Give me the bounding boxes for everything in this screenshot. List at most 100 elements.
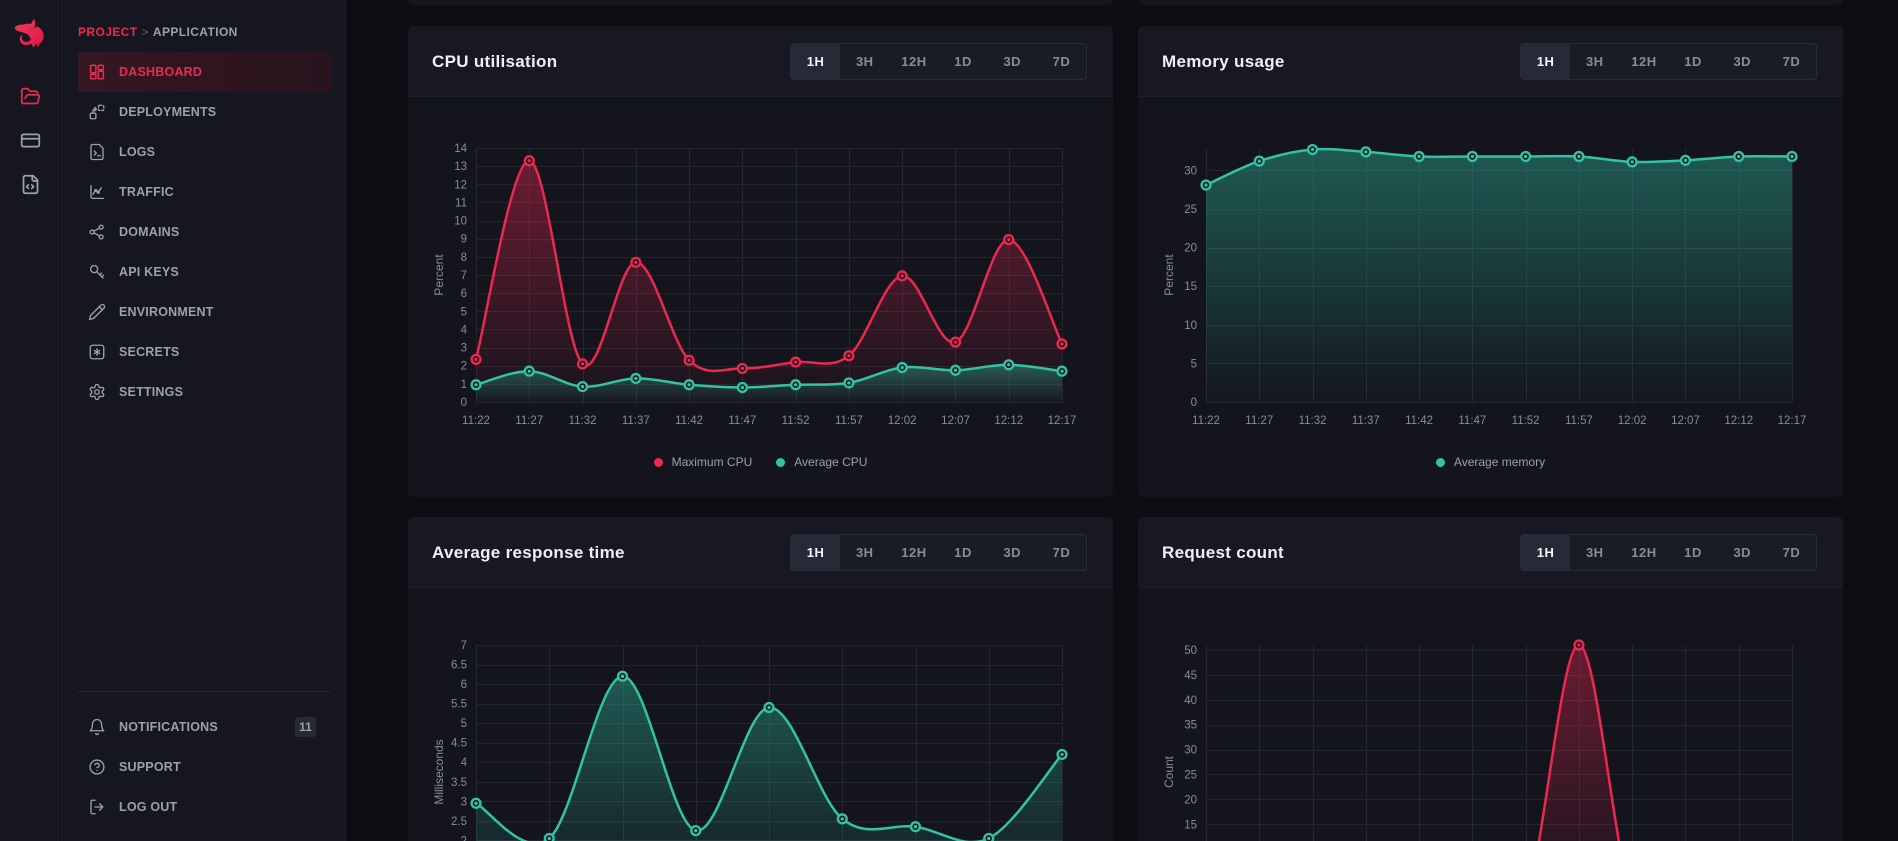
- card-icon[interactable]: [18, 128, 42, 152]
- svg-text:12:07: 12:07: [1671, 415, 1700, 427]
- timerange-toggle: 1H 3H 12H 1D 3D 7D: [1520, 534, 1817, 571]
- chart-card-2: Average response time 1H 3H 12H 1D 3D 7D 2 2.5 3 3…: [408, 517, 1113, 841]
- timerange-1h-button[interactable]: 1H: [791, 44, 841, 79]
- sidebar-item-label: DEPLOYMENTS: [119, 105, 217, 119]
- notifications-count-badge: 11: [295, 717, 316, 737]
- sidebar-item-api-keys[interactable]: API KEYS: [78, 252, 332, 292]
- chart-title: Memory usage: [1162, 51, 1285, 71]
- sidebar-item-log-out[interactable]: LOG OUT: [78, 787, 332, 827]
- svg-text:4: 4: [461, 757, 468, 769]
- timerange-3d-button[interactable]: 3D: [1003, 54, 1022, 69]
- timerange-12h-button[interactable]: 12H: [1631, 54, 1657, 69]
- sidebar-item-support[interactable]: SUPPORT: [78, 747, 332, 787]
- svg-text:12:17: 12:17: [1048, 415, 1077, 427]
- svg-text:45: 45: [1184, 670, 1197, 682]
- svg-text:12:17: 12:17: [1778, 415, 1807, 427]
- svg-text:11:27: 11:27: [515, 415, 543, 427]
- folder-icon[interactable]: [18, 84, 42, 108]
- card-header: Request count 1H 3H 12H 1D 3D 7D: [1138, 517, 1843, 588]
- sidebar-item-notifications[interactable]: NOTIFICATIONS 11: [78, 707, 332, 747]
- svg-text:2: 2: [461, 835, 467, 841]
- timerange-3h-button[interactable]: 3H: [855, 545, 874, 560]
- timerange-3d-button[interactable]: 3D: [1733, 54, 1752, 69]
- sidebar: PROJECT > APPLICATION DASHBOARD DEPLOYMENTS…: [60, 0, 346, 841]
- bell-icon: [88, 718, 106, 736]
- file-code-icon[interactable]: [18, 172, 42, 196]
- chart-title: Average response time: [432, 542, 625, 562]
- api-keys-icon: [88, 263, 106, 281]
- svg-text:11: 11: [455, 197, 467, 209]
- timerange-3d-button[interactable]: 3D: [1733, 545, 1752, 560]
- svg-text:12:12: 12:12: [1724, 415, 1753, 427]
- sidebar-item-logs[interactable]: LOGS: [78, 132, 332, 172]
- sidebar-item-traffic[interactable]: TRAFFIC: [78, 172, 332, 212]
- sidebar-item-secrets[interactable]: SECRETS: [78, 332, 332, 372]
- legend-marker: [653, 457, 663, 467]
- svg-text:11:37: 11:37: [1352, 415, 1380, 427]
- svg-text:13: 13: [454, 161, 467, 173]
- breadcrumb-application[interactable]: APPLICATION: [152, 25, 238, 39]
- sidebar-item-label: ENVIRONMENT: [119, 305, 214, 319]
- sidebar-item-label: TRAFFIC: [119, 185, 174, 199]
- sidebar-item-deployments[interactable]: DEPLOYMENTS: [78, 92, 332, 132]
- timerange-7d-button[interactable]: 7D: [1782, 54, 1801, 69]
- svg-text:4: 4: [461, 324, 468, 336]
- svg-text:25: 25: [1184, 204, 1197, 216]
- legend-item[interactable]: Average memory: [1435, 455, 1546, 469]
- legend-item[interactable]: Maximum CPU: [653, 455, 753, 469]
- svg-text:12:02: 12:02: [888, 415, 917, 427]
- sidebar-item-environment[interactable]: ENVIRONMENT: [78, 292, 332, 332]
- nest-logo[interactable]: [14, 18, 44, 48]
- svg-text:6.5: 6.5: [451, 660, 467, 672]
- timerange-1d-button[interactable]: 1D: [1684, 54, 1702, 69]
- svg-text:0: 0: [461, 397, 467, 409]
- timerange-1h-button[interactable]: 1H: [1521, 44, 1571, 79]
- timerange-7d-button[interactable]: 7D: [1052, 545, 1071, 560]
- svg-text:5.5: 5.5: [451, 699, 467, 711]
- svg-text:8: 8: [461, 252, 467, 264]
- timerange-1h-button[interactable]: 1H: [1521, 535, 1571, 570]
- svg-text:6: 6: [461, 288, 467, 300]
- timerange-3h-button[interactable]: 3H: [855, 54, 874, 69]
- chart-title: CPU utilisation: [432, 51, 558, 71]
- svg-text:11:27: 11:27: [1245, 415, 1273, 427]
- legend-label: Average memory: [1453, 455, 1546, 469]
- timerange-1d-button[interactable]: 1D: [1684, 545, 1702, 560]
- timerange-3h-button[interactable]: 3H: [1585, 54, 1604, 69]
- timerange-7d-button[interactable]: 7D: [1052, 54, 1071, 69]
- legend-item[interactable]: Average CPU: [776, 455, 867, 469]
- svg-text:Milliseconds: Milliseconds: [432, 739, 446, 804]
- environment-icon: [88, 303, 106, 321]
- legend-label: Maximum CPU: [671, 455, 753, 469]
- sidebar-item-domains[interactable]: DOMAINS: [78, 212, 332, 252]
- timerange-12h-button[interactable]: 12H: [901, 54, 927, 69]
- svg-text:30: 30: [1184, 745, 1197, 757]
- timerange-3d-button[interactable]: 3D: [1003, 545, 1022, 560]
- svg-text:12: 12: [454, 179, 467, 191]
- timerange-7d-button[interactable]: 7D: [1782, 545, 1801, 560]
- timerange-1d-button[interactable]: 1D: [954, 545, 972, 560]
- legend-label: Average CPU: [794, 455, 868, 469]
- legend-marker: [776, 457, 786, 467]
- timerange-3h-button[interactable]: 3H: [1585, 545, 1604, 560]
- timerange-12h-button[interactable]: 12H: [901, 545, 927, 560]
- breadcrumb-project[interactable]: PROJECT: [78, 25, 138, 39]
- timerange-toggle: 1H 3H 12H 1D 3D 7D: [1520, 43, 1817, 80]
- svg-text:20: 20: [1184, 794, 1197, 806]
- svg-text:10: 10: [454, 216, 467, 228]
- dashboard-icon: [88, 63, 106, 81]
- svg-text:11:47: 11:47: [1458, 415, 1486, 427]
- sidebar-item-settings[interactable]: SETTINGS: [78, 372, 332, 412]
- timerange-1d-button[interactable]: 1D: [954, 54, 972, 69]
- card-header: CPU utilisation 1H 3H 12H 1D 3D 7D: [408, 26, 1113, 97]
- timerange-1h-button[interactable]: 1H: [791, 535, 841, 570]
- chart-canvas: 0 5 10 15 20 25 30 11:22 11:27 11:32 11:37 11:42 11:…: [1162, 143, 1807, 427]
- sidebar-item-dashboard[interactable]: DASHBOARD: [78, 52, 332, 92]
- svg-text:11:42: 11:42: [1405, 415, 1433, 427]
- svg-text:11:22: 11:22: [462, 415, 490, 427]
- timerange-toggle: 1H 3H 12H 1D 3D 7D: [790, 43, 1087, 80]
- svg-text:14: 14: [454, 143, 467, 155]
- timerange-12h-button[interactable]: 12H: [1631, 545, 1657, 560]
- sidebar-item-label: SETTINGS: [119, 385, 184, 399]
